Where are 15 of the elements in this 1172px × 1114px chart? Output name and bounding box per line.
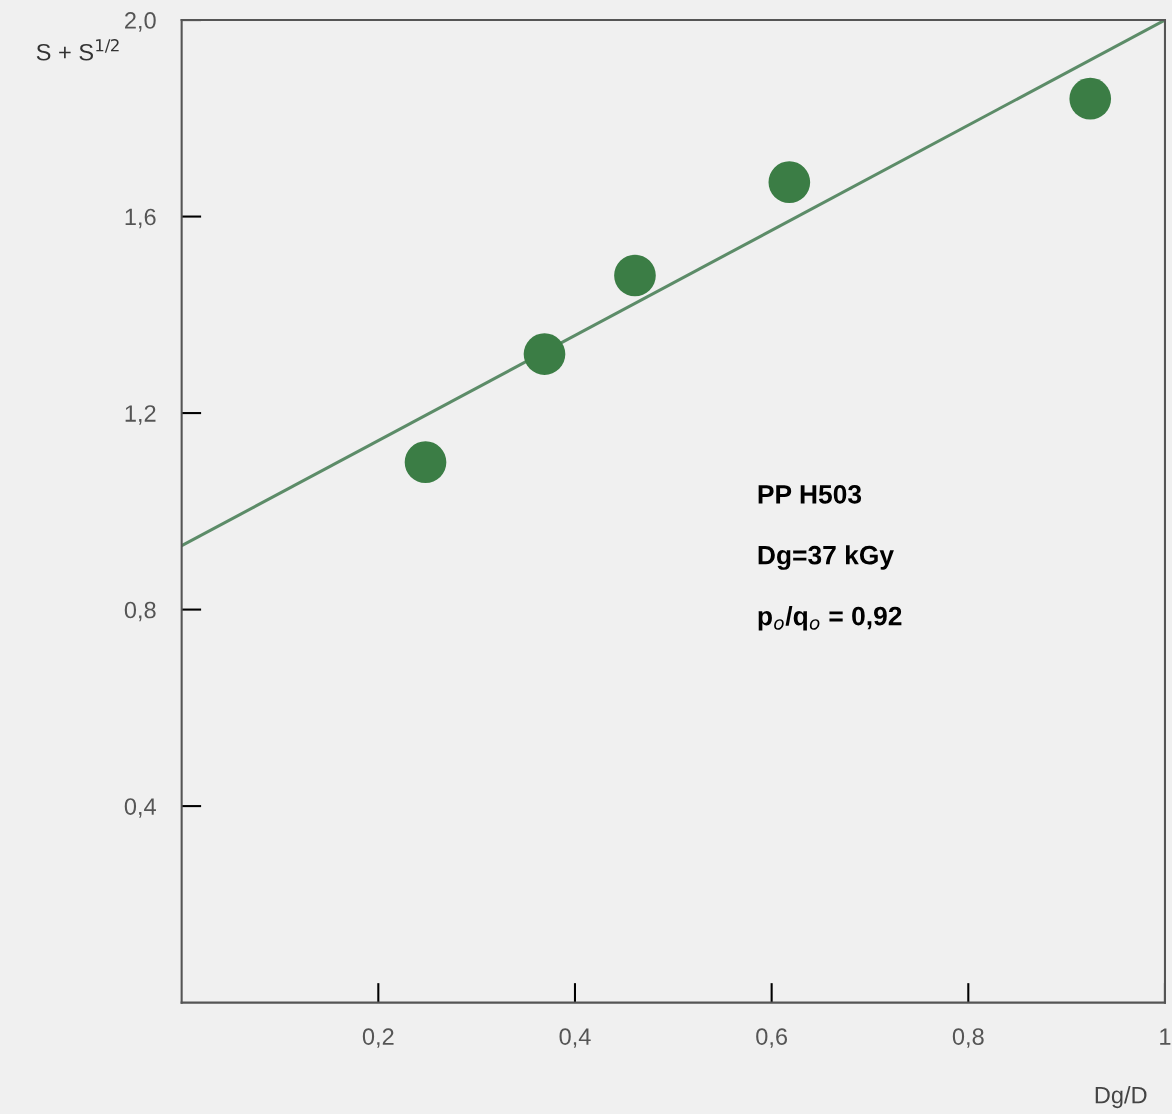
x-tick-label: 0,6 <box>756 1028 788 1048</box>
annotation: p$_{o}$/q$_{o}$ = 0,92 <box>758 606 902 631</box>
y-axis-title: S + S$^{1/2}$ <box>36 39 119 61</box>
x-tick-label: 0,4 <box>559 1028 591 1048</box>
x-tick-label: 0,2 <box>362 1028 394 1048</box>
x-axis-title: Dg/D <box>1095 1086 1147 1109</box>
x-tick-label: 0,8 <box>952 1028 984 1048</box>
x-tick-label: 1 <box>1160 1028 1171 1045</box>
annotation: PP H503 <box>758 484 862 504</box>
y-tick-label: 1,2 <box>125 405 156 425</box>
y-tick-label: 2,0 <box>125 12 156 32</box>
annotation: Dg=37 kGy <box>758 545 894 570</box>
y-tick-label: 0,4 <box>124 798 156 818</box>
y-tick-label: 0,8 <box>124 601 156 622</box>
y-tick-label: 1,6 <box>125 208 156 229</box>
